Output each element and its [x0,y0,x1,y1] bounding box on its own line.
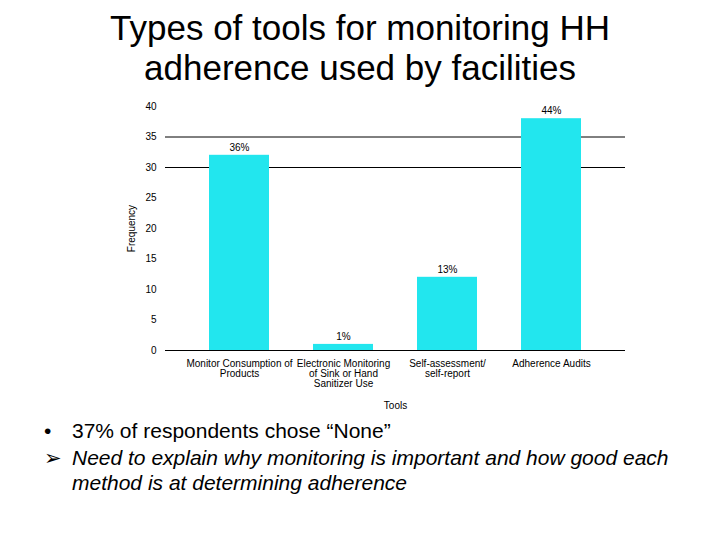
svg-text:Frequency: Frequency [126,205,137,252]
svg-text:15: 15 [145,253,157,264]
svg-text:20: 20 [145,223,157,234]
svg-text:1%: 1% [336,331,351,342]
svg-text:30: 30 [145,162,157,173]
svg-text:Tools: Tools [384,400,407,411]
svg-text:Self-assessment/self-report: Self-assessment/self-report [409,358,486,379]
svg-text:10: 10 [145,284,157,295]
svg-text:40: 40 [145,101,157,112]
svg-text:35: 35 [145,131,157,142]
html-text:Need to explain why monitoring: Need to explain why monitoring is import… [72,446,669,494]
html-text:37% of respondents chose “None: 37% of respondents chose “None” [72,419,391,442]
svg-text:13%: 13% [437,264,457,275]
svg-text:25: 25 [145,192,157,203]
svg-text:Monitor Consumption ofProducts: Monitor Consumption ofProducts [186,358,292,379]
svg-text:5: 5 [151,314,157,325]
svg-text:44%: 44% [541,105,561,116]
svg-text:Electronic Monitoringof Sink o: Electronic Monitoringof Sink or HandSani… [297,358,390,389]
html-text:Types of tools for monitoring: Types of tools for monitoring HH adheren… [110,8,610,87]
svg-text:Adherence Audits: Adherence Audits [512,358,590,369]
svg-text:36%: 36% [229,142,249,153]
svg-text:0: 0 [151,345,157,356]
